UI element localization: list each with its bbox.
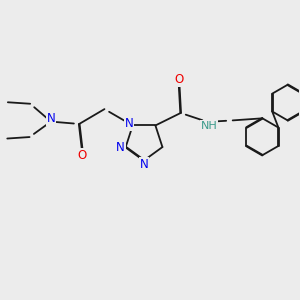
Text: O: O — [175, 73, 184, 86]
Text: N: N — [124, 117, 133, 130]
Text: O: O — [77, 149, 87, 162]
Text: NH: NH — [200, 121, 217, 131]
Text: N: N — [140, 158, 148, 171]
Text: N: N — [116, 141, 125, 154]
Text: N: N — [46, 112, 55, 125]
